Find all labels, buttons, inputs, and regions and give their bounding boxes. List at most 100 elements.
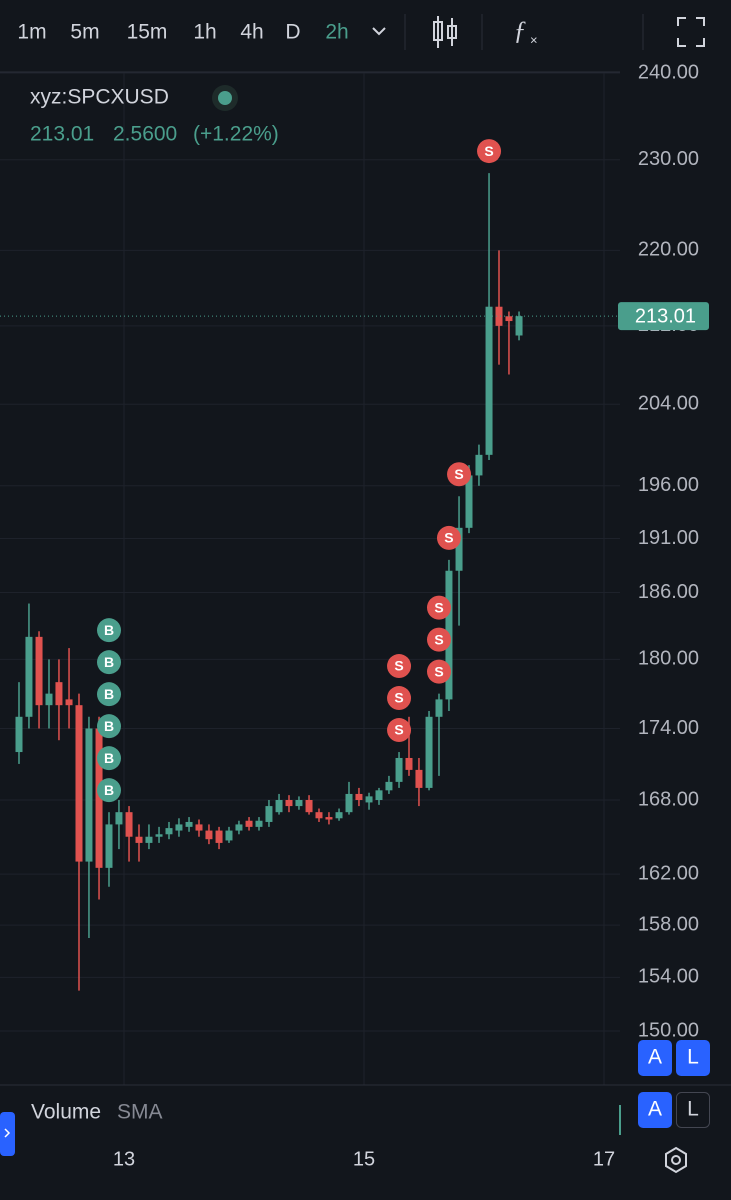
log-scale-button[interactable]: [676, 1092, 710, 1128]
volume-title: Volume: [31, 1101, 101, 1124]
candle-body: [275, 800, 283, 813]
candle-body: [45, 693, 53, 706]
y-tick-label: 158.00: [638, 913, 699, 935]
auto-scale-label: A: [648, 1046, 662, 1069]
candle-body: [255, 820, 263, 827]
timeframe-dropdown[interactable]: [372, 27, 386, 36]
timeframe-button[interactable]: 4h: [240, 21, 263, 44]
last-price-label: 213.01: [635, 305, 696, 327]
candle-body: [185, 821, 193, 827]
candle-body: [475, 454, 483, 476]
y-tick-label: 191.00: [638, 527, 699, 549]
candle-body: [385, 781, 393, 791]
candle-body: [435, 699, 443, 717]
candle-body: [415, 769, 423, 788]
x-tick-label: 15: [353, 1148, 375, 1170]
y-tick-label: 196.00: [638, 474, 699, 496]
symbol: xyz:SPCXUSD: [30, 86, 169, 109]
signal-label: S: [434, 663, 443, 679]
fullscreen-icon[interactable]: [677, 17, 705, 47]
signal-label: B: [104, 686, 114, 702]
log-scale-button[interactable]: [676, 1040, 710, 1076]
candle-body: [155, 834, 163, 837]
signal-marker: [97, 618, 121, 643]
signal-marker: [97, 746, 121, 771]
x-tick-label: 13: [113, 1148, 135, 1170]
candle-type-icon[interactable]: [433, 16, 457, 48]
candle-body: [485, 306, 493, 455]
auto-scale-button[interactable]: [638, 1040, 672, 1076]
y-tick-label: 230.00: [638, 148, 699, 170]
signal-marker: [387, 654, 412, 679]
signal-marker: [97, 650, 121, 675]
candle-body: [175, 824, 183, 831]
candle-body: [25, 636, 33, 717]
signal-label: B: [104, 782, 114, 798]
signal-label: S: [454, 466, 463, 482]
signal-marker: [427, 659, 451, 684]
side-panel-arrow: [4, 1128, 11, 1138]
candle-body: [365, 796, 373, 803]
timeframe-button[interactable]: 5m: [70, 21, 99, 44]
indicators-icon[interactable]: ƒ: [514, 16, 527, 45]
timeframe-button[interactable]: 1h: [193, 21, 216, 44]
candle-body: [285, 800, 293, 807]
candle-body: [315, 812, 323, 819]
candle-body: [425, 716, 433, 788]
candle-body: [125, 812, 133, 837]
signal-marker: [477, 139, 502, 164]
candle-body: [195, 824, 203, 831]
legend-change-pct: (+1.22%): [193, 123, 279, 146]
signal-label: S: [434, 599, 443, 615]
auto-scale-button[interactable]: [638, 1092, 672, 1128]
timeframe-button[interactable]: 15m: [127, 21, 168, 44]
signal-label: S: [394, 658, 403, 674]
candle-body: [35, 636, 43, 706]
timeframe-bar: 1m 5m 15m 1h 4h D 2h: [17, 21, 348, 44]
candle-body: [245, 820, 253, 827]
timeframe-button[interactable]: D: [285, 21, 300, 44]
candle-body: [465, 475, 473, 528]
candle-body: [115, 812, 123, 825]
candle-body: [145, 836, 153, 843]
timeframe-button[interactable]: 1m: [17, 21, 46, 44]
y-tick-label: 150.00: [638, 1019, 699, 1041]
candle-body: [325, 817, 333, 820]
candle-body: [135, 836, 143, 843]
y-tick-label: 162.00: [638, 862, 699, 884]
candle-body: [295, 800, 303, 807]
status-dot: [218, 91, 232, 105]
signal-label: S: [394, 722, 403, 738]
timeframe-button[interactable]: 2h: [325, 21, 348, 44]
candle-body: [75, 705, 83, 862]
candle-body: [15, 716, 23, 753]
y-tick-label: 240.00: [638, 61, 699, 83]
signal-marker: [97, 714, 121, 739]
candle-body: [215, 830, 223, 843]
log-scale-label: L: [687, 1046, 699, 1069]
signal-label: B: [104, 654, 114, 670]
y-tick-label: 186.00: [638, 581, 699, 603]
candle-body: [235, 824, 243, 831]
signal-marker: [97, 682, 121, 707]
signal-marker: [447, 462, 472, 487]
settings-icon[interactable]: [665, 1146, 687, 1174]
auto-scale-label: A: [648, 1098, 662, 1121]
candle-body: [335, 812, 343, 819]
signal-label: S: [394, 690, 403, 706]
legend-change: 2.5600: [113, 123, 177, 146]
y-tick-label: 168.00: [638, 788, 699, 810]
signal-marker: [436, 525, 461, 550]
candle-body: [375, 790, 383, 801]
candle-body: [265, 806, 273, 822]
candle-body: [85, 728, 93, 862]
settings-icon-center: [671, 1155, 681, 1165]
volume-pane: [0, 1085, 620, 1140]
candle-body: [405, 757, 413, 770]
candle-body: [355, 793, 363, 801]
candle-body: [55, 682, 63, 706]
signal-marker: [97, 778, 121, 803]
